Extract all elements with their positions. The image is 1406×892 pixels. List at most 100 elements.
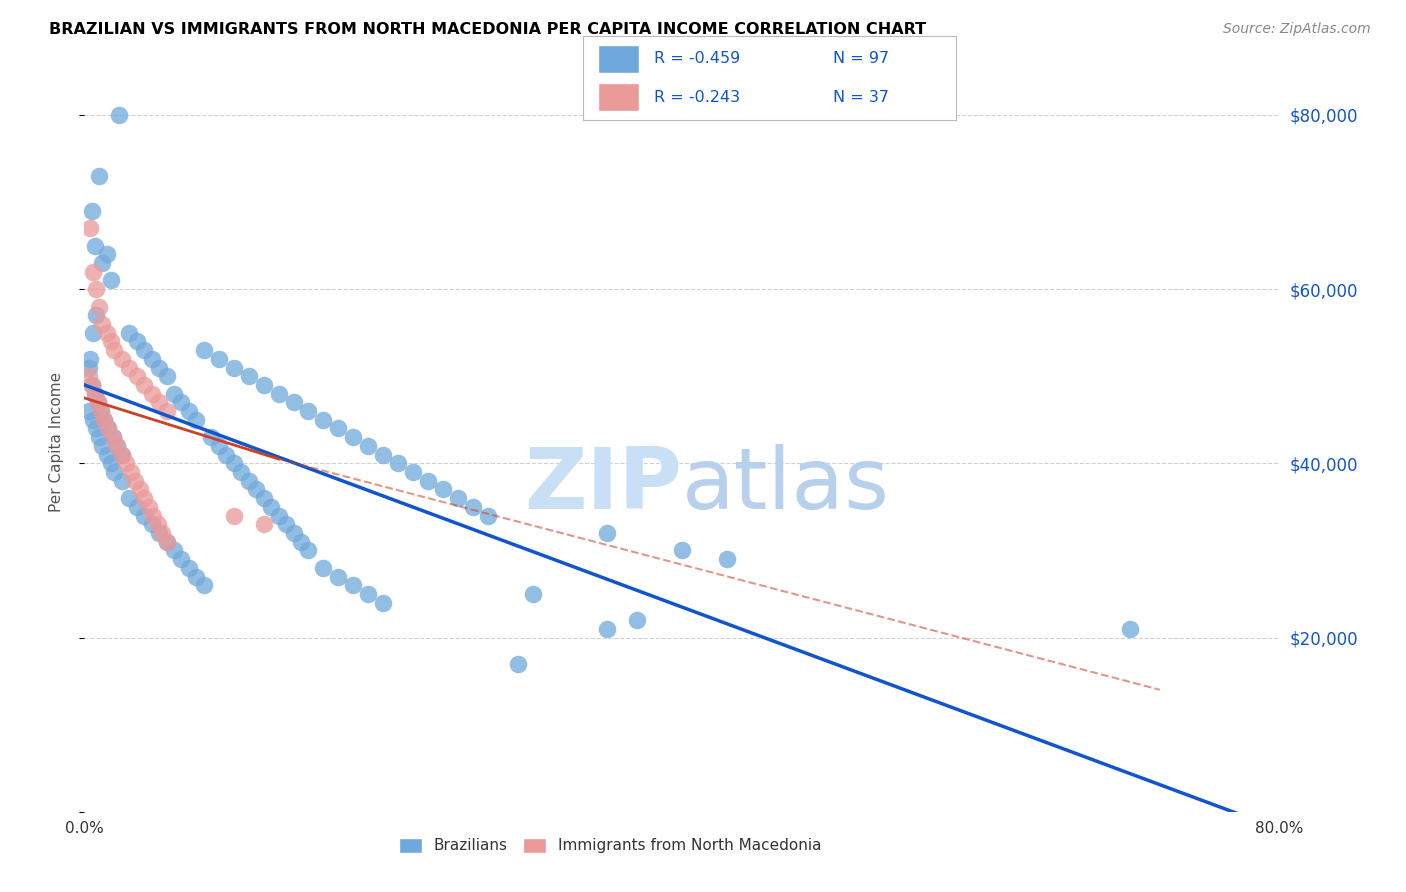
Point — [163, 386, 186, 401]
Text: R = -0.459: R = -0.459 — [654, 52, 741, 67]
Point — [132, 508, 156, 523]
Point — [118, 360, 141, 375]
Point — [87, 395, 110, 409]
Point — [208, 351, 231, 366]
Point — [231, 465, 253, 479]
Point — [80, 378, 103, 392]
Point — [222, 360, 245, 375]
Point — [132, 343, 156, 357]
Point — [477, 508, 499, 523]
Point — [1119, 622, 1142, 636]
Point — [83, 238, 105, 252]
Point — [155, 534, 177, 549]
Text: ZIP: ZIP — [524, 444, 682, 527]
Point — [283, 395, 305, 409]
Point — [101, 430, 124, 444]
Text: Source: ZipAtlas.com: Source: ZipAtlas.com — [1223, 22, 1371, 37]
Point — [97, 421, 120, 435]
Point — [170, 552, 193, 566]
Point — [83, 386, 105, 401]
Point — [177, 561, 200, 575]
Point — [186, 413, 208, 427]
Point — [150, 526, 173, 541]
Point — [260, 500, 283, 514]
Point — [91, 256, 114, 270]
Point — [373, 596, 395, 610]
Point — [222, 508, 245, 523]
Y-axis label: Per Capita Income: Per Capita Income — [49, 371, 63, 512]
Point — [671, 543, 693, 558]
Point — [132, 491, 156, 505]
Point — [402, 465, 425, 479]
Point — [141, 351, 163, 366]
Point — [148, 360, 170, 375]
Point — [120, 465, 142, 479]
Point — [177, 404, 200, 418]
FancyBboxPatch shape — [599, 45, 640, 73]
Point — [253, 378, 276, 392]
Point — [222, 456, 245, 470]
Point — [626, 613, 648, 627]
Point — [97, 421, 120, 435]
Point — [283, 526, 305, 541]
Point — [142, 508, 165, 523]
Point — [86, 421, 108, 435]
Point — [79, 221, 101, 235]
Point — [93, 413, 115, 427]
Point — [193, 343, 215, 357]
Point — [86, 308, 108, 322]
Point — [357, 587, 380, 601]
Point — [148, 526, 170, 541]
Point — [91, 439, 114, 453]
Point — [80, 203, 103, 218]
Point — [80, 378, 103, 392]
FancyBboxPatch shape — [599, 83, 640, 112]
Point — [125, 334, 148, 349]
Point — [148, 395, 170, 409]
Point — [101, 430, 124, 444]
Point — [103, 343, 125, 357]
Point — [245, 483, 267, 497]
Point — [125, 500, 148, 514]
Point — [253, 517, 276, 532]
Point — [141, 386, 163, 401]
Point — [83, 386, 105, 401]
Point — [79, 351, 101, 366]
Point — [124, 474, 146, 488]
Point — [96, 247, 118, 261]
Point — [200, 430, 222, 444]
Point — [77, 404, 100, 418]
Point — [267, 386, 290, 401]
Point — [238, 369, 260, 384]
Point — [77, 369, 100, 384]
Point — [90, 404, 112, 418]
Point — [105, 439, 128, 453]
Point — [100, 334, 122, 349]
Point — [103, 465, 125, 479]
Point — [432, 483, 454, 497]
Point — [163, 543, 186, 558]
Point — [267, 508, 290, 523]
Point — [89, 430, 111, 444]
Point — [506, 657, 529, 671]
Text: N = 37: N = 37 — [834, 89, 889, 104]
Point — [357, 439, 380, 453]
Point — [312, 413, 335, 427]
Point — [96, 448, 118, 462]
Point — [118, 491, 141, 505]
Point — [107, 108, 129, 122]
Point — [342, 430, 364, 444]
Point — [125, 369, 148, 384]
Point — [90, 404, 112, 418]
Point — [111, 448, 134, 462]
Point — [105, 439, 128, 453]
Point — [387, 456, 409, 470]
Point — [115, 456, 138, 470]
Point — [253, 491, 276, 505]
Point — [274, 517, 297, 532]
Point — [328, 569, 350, 583]
Point — [100, 456, 122, 470]
Point — [82, 326, 104, 340]
Point — [111, 448, 134, 462]
Point — [77, 360, 100, 375]
